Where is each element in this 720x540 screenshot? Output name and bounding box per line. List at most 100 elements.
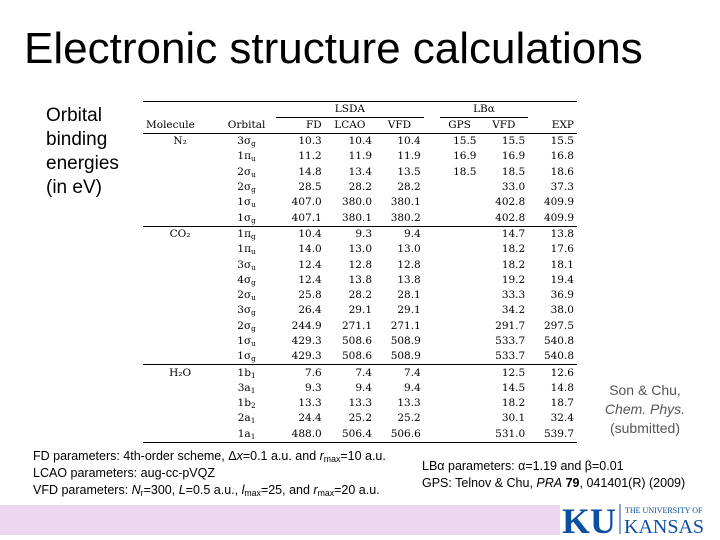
table-row: 3σg 26.4 29.1 29.1 34.2 38.0 (143, 303, 577, 318)
lcao-cell: 28.2 (348, 289, 373, 302)
exp-cell: 540.8 (543, 350, 574, 363)
orbital-cell: 1σg (237, 211, 256, 225)
exp-cell: 18.6 (550, 165, 574, 178)
orbital-cell: 1b1 (217, 364, 276, 381)
col-header-lcao: LCAO (324, 117, 376, 134)
lcao-cell: 271.1 (341, 319, 373, 332)
molecule-cell (143, 396, 217, 411)
logo-kansas: KANSAS (624, 516, 704, 538)
orbital-cell: 3σg (237, 304, 256, 318)
table-row: 2σg 28.5 28.2 28.2 33.0 37.3 (143, 180, 577, 195)
table-row: H₂O 1b1 7.6 7.4 7.4 12.5 12.6 (143, 364, 577, 381)
gps-cell: 16.9 (453, 150, 477, 163)
lcao-cell: 13.4 (348, 165, 373, 178)
fd-cell: 24.4 (298, 412, 322, 425)
vfd-cell: 13.8 (397, 273, 421, 286)
exp-cell: 13.8 (528, 225, 577, 243)
gps-reference: GPS: Telnov & Chu, PRA 79, 041401(R) (20… (422, 476, 686, 490)
gps-cell (440, 334, 480, 349)
table-row: 1πu 14.0 13.0 13.0 18.2 17.6 (143, 242, 577, 257)
gap-cell (423, 426, 440, 443)
exp-cell: 297.5 (543, 319, 574, 332)
fd-cell: 7.6 (276, 364, 325, 381)
gps-cell (440, 411, 480, 426)
lb-vfd-cell: 33.0 (501, 181, 526, 194)
lcao-cell: 29.1 (348, 304, 373, 317)
vfd-cell: 508.9 (390, 335, 421, 347)
table-row: 2a1 24.4 25.2 25.2 30.1 32.4 (143, 411, 577, 426)
lcao-cell: 380.1 (341, 211, 373, 224)
lcao-cell: 13.8 (348, 273, 373, 286)
table-row: 1σg 429.3 508.6 508.9 533.7 540.8 (143, 349, 577, 365)
lb-vfd-cell: 12.5 (479, 364, 529, 381)
col-header-orbital: Orbital (217, 117, 276, 134)
gps-cell (440, 273, 480, 288)
gps-cell (440, 381, 480, 396)
fd-cell: 9.3 (305, 381, 322, 394)
lb-vfd-cell: 19.2 (501, 273, 526, 286)
gap-cell (424, 319, 440, 334)
orbital-cell: 1σg (237, 350, 256, 364)
col-header-exp: EXP (528, 117, 577, 134)
lb-vfd-cell: 18.2 (501, 397, 526, 410)
lb-vfd-cell: 402.8 (495, 211, 526, 224)
lb-vfd-cell: 18.2 (501, 258, 526, 271)
lcao-cell: 11.9 (348, 150, 373, 163)
orbital-cell: 1πu (237, 243, 256, 257)
exp-cell: 16.8 (550, 150, 574, 163)
fd-cell: 10.3 (298, 135, 322, 148)
molecule-cell (143, 381, 217, 396)
lcao-cell: 508.6 (341, 350, 373, 363)
gap-cell (424, 334, 440, 349)
lb-vfd-cell: 16.9 (501, 150, 526, 163)
orbital-cell: 1πg (217, 225, 276, 243)
lb-vfd-cell: 533.7 (495, 350, 526, 363)
lb-vfd-cell: 30.1 (501, 412, 526, 425)
vfd-cell: 10.4 (397, 135, 421, 148)
gps-cell (440, 257, 480, 272)
molecule-cell (143, 349, 217, 365)
gap-cell (424, 165, 440, 180)
footer-band (0, 505, 560, 535)
lb-vfd-cell: 15.5 (501, 135, 526, 148)
exp-cell: 15.5 (550, 135, 574, 148)
gps-cell (440, 180, 480, 195)
exp-cell: 409.9 (543, 196, 574, 209)
molecule-cell (143, 242, 217, 257)
gps-cell (440, 242, 480, 257)
molecule-cell (143, 149, 217, 164)
lb-vfd-cell: 533.7 (495, 335, 526, 347)
orbital-cell: 2a1 (237, 412, 256, 426)
table-row: 4σg 12.4 13.8 13.8 19.2 19.4 (143, 273, 577, 288)
orbital-cell: 2σu (237, 165, 256, 179)
vfd-cell: 25.2 (397, 412, 421, 425)
orbital-cell: 1a1 (217, 426, 276, 443)
lcao-cell: 25.2 (348, 412, 373, 425)
lcao-cell: 9.4 (355, 381, 373, 394)
gap-cell (424, 195, 440, 210)
fd-cell: 14.0 (298, 243, 322, 256)
lb-vfd-cell: 14.5 (501, 381, 526, 394)
exp-cell: 409.9 (543, 211, 574, 224)
lb-parameters: LBα parameters: α=1.19 and β=0.01 GPS: T… (422, 458, 685, 492)
exp-cell: 18.1 (550, 258, 574, 271)
col-header-vfd: VFD (375, 117, 424, 134)
gap-cell (424, 149, 440, 164)
gap-cell (424, 303, 440, 318)
exp-cell: 32.4 (550, 412, 574, 425)
exp-cell: 539.7 (528, 426, 577, 443)
lb-vfd-cell: 18.5 (501, 165, 526, 178)
lcao-cell: 9.3 (324, 225, 376, 243)
caption-line: Orbital (46, 105, 102, 126)
fd-cell: 11.2 (298, 150, 322, 163)
lcao-cell: 12.8 (348, 258, 373, 271)
gap-cell (423, 364, 440, 381)
lb-vfd-cell: 34.2 (501, 304, 526, 317)
header-spacer (528, 101, 577, 118)
vfd-cell: 380.1 (390, 196, 421, 209)
gap-cell (424, 134, 440, 150)
lcao-cell: 10.4 (348, 135, 373, 148)
table-body: N₂ 3σg 10.3 10.4 10.4 15.5 15.5 15.5 1πu 11.2 11.9… (143, 134, 577, 443)
table-row: 1a1 488.0 506.4 506.6 531.0 539.7 (143, 426, 577, 443)
table-row: 1σu 407.0 380.0 380.1 402.8 409.9 (143, 195, 577, 210)
